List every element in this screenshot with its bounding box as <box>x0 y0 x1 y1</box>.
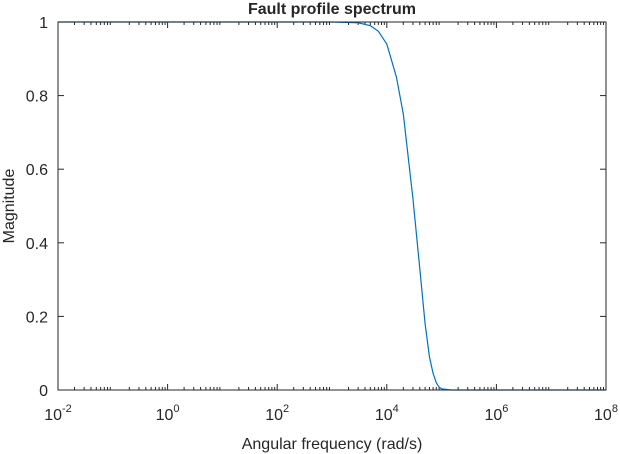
x-tick-base: 10 <box>594 407 612 424</box>
plot-area <box>58 21 606 391</box>
x-tick-exponent: -2 <box>62 403 72 415</box>
x-tick-base: 10 <box>44 407 62 424</box>
x-tick-exponent: 4 <box>393 403 399 415</box>
x-tick-label: 104 <box>375 403 399 424</box>
series-line <box>58 21 606 391</box>
x-tick-label: 102 <box>265 403 289 424</box>
x-tick-label: 108 <box>594 403 618 424</box>
x-tick-exponent: 8 <box>612 403 618 415</box>
x-tick-exponent: 2 <box>283 403 289 415</box>
x-tick-label: 100 <box>156 403 180 424</box>
x-tick-label: 10-2 <box>44 403 72 424</box>
x-tick-label: 106 <box>484 403 508 424</box>
x-tick-base: 10 <box>265 407 283 424</box>
y-axis-label: Magnitude <box>1 169 18 244</box>
chart-title: Fault profile spectrum <box>248 1 416 18</box>
x-tick-exponent: 0 <box>173 403 179 415</box>
y-tick-label: 0.8 <box>26 89 48 106</box>
y-tick-label: 1 <box>39 15 48 32</box>
x-axis-label: Angular frequency (rad/s) <box>242 436 423 453</box>
x-tick-exponent: 6 <box>502 403 508 415</box>
y-tick-label: 0 <box>39 383 48 400</box>
x-tick-base: 10 <box>484 407 502 424</box>
y-tick-label: 0.2 <box>26 309 48 326</box>
x-tick-base: 10 <box>375 407 393 424</box>
axes-box <box>57 21 607 391</box>
x-tick-base: 10 <box>156 407 174 424</box>
y-tick-label: 0.4 <box>26 236 48 253</box>
y-tick-label: 0.6 <box>26 162 48 179</box>
